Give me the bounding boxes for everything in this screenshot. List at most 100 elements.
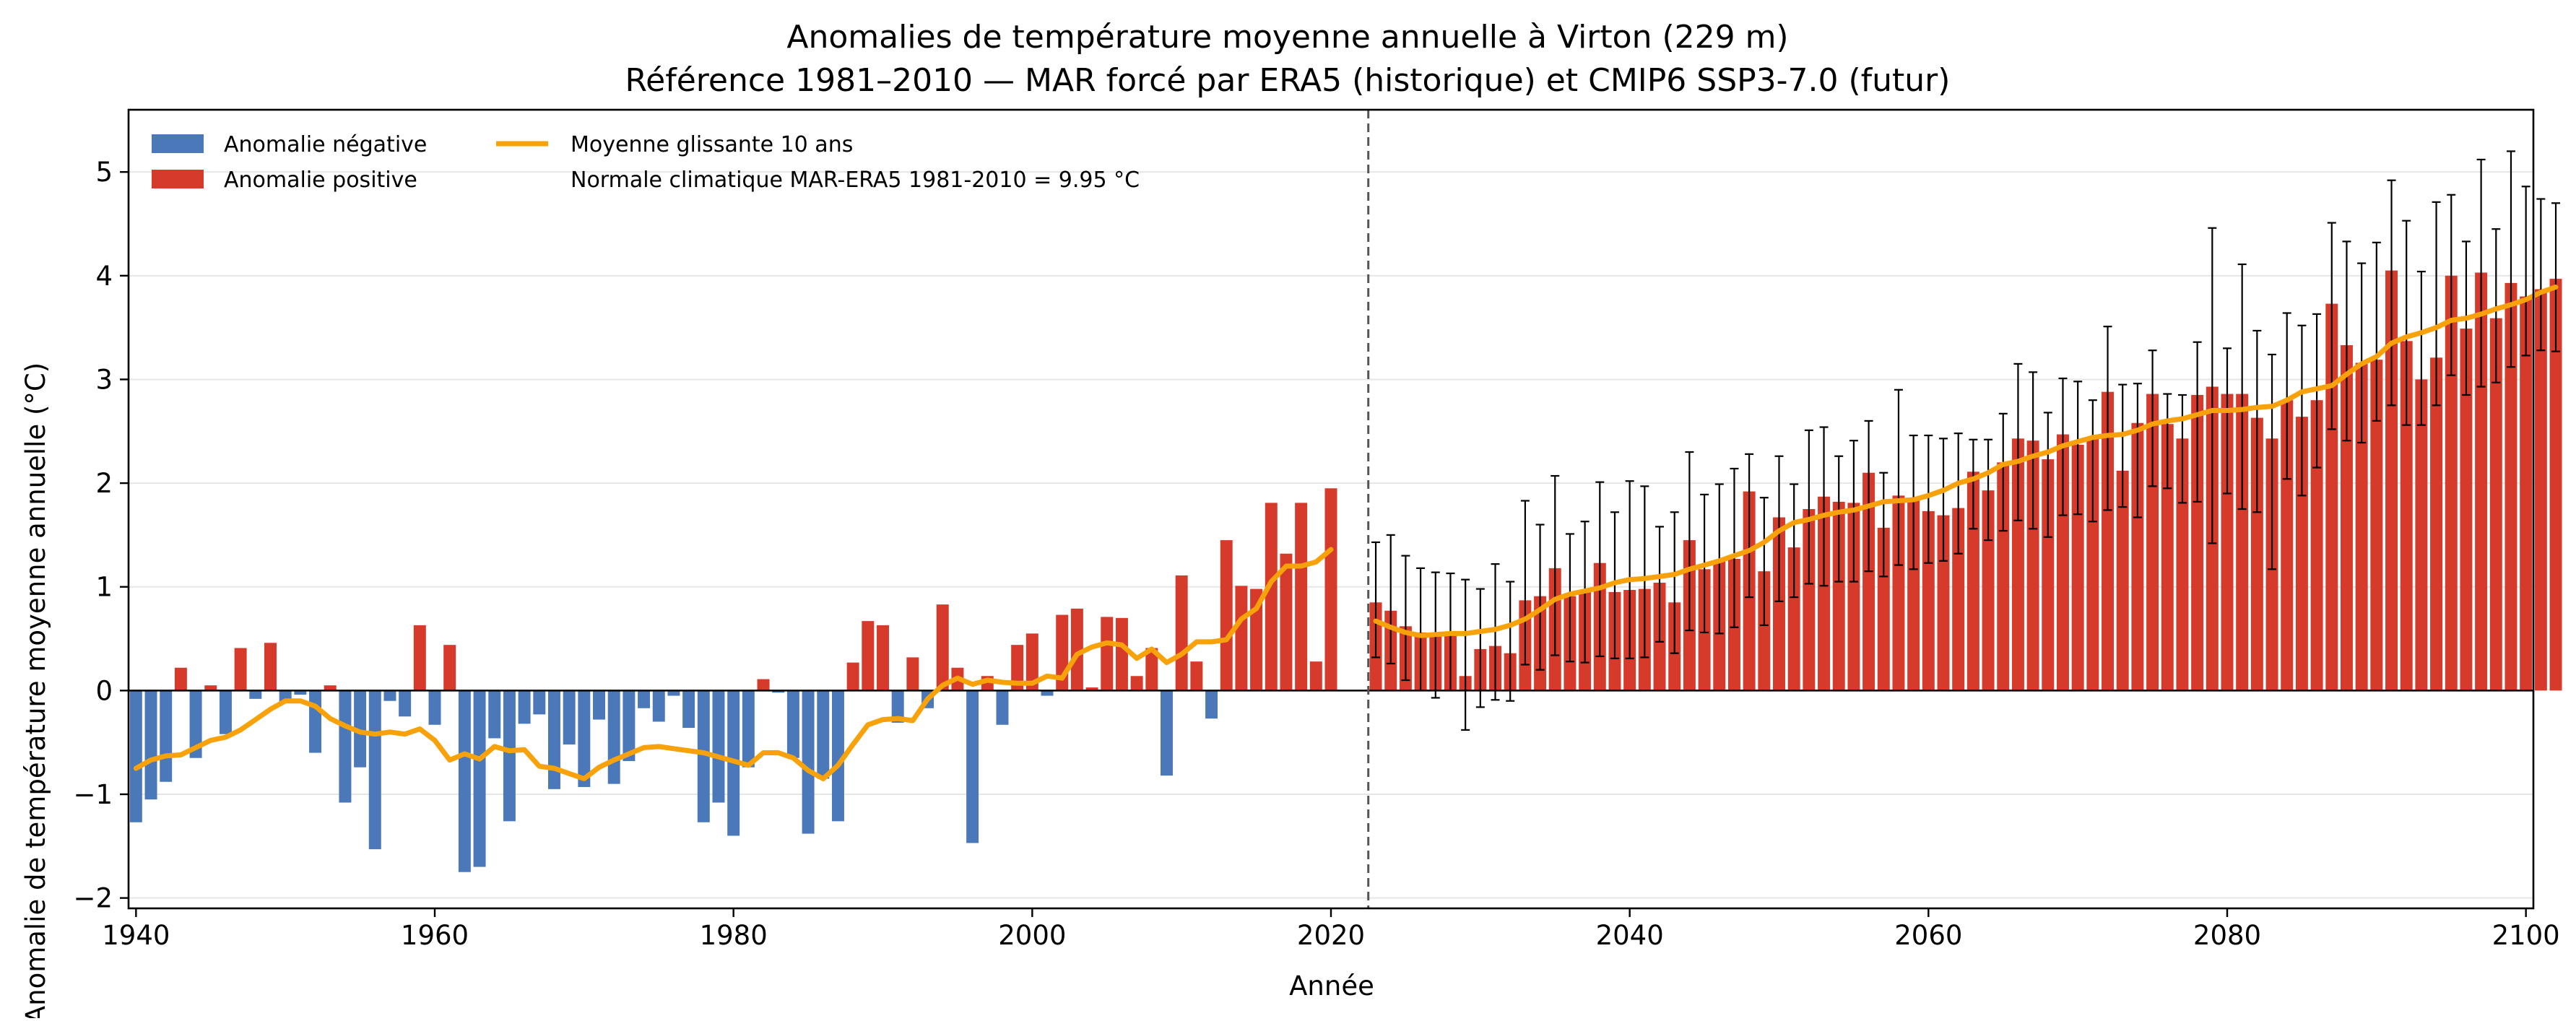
historical-bar-1987 bbox=[831, 690, 844, 822]
projection-bar-2101 bbox=[2534, 289, 2547, 691]
x-axis-label: Année bbox=[1289, 970, 1374, 1002]
errorbar-2059 bbox=[1909, 434, 1918, 570]
errorbar-2032 bbox=[1506, 581, 1515, 702]
errorbar-2036 bbox=[1565, 533, 1574, 663]
y-tick-label: −1 bbox=[73, 779, 113, 810]
historical-bar-1940 bbox=[129, 690, 142, 822]
historical-bar-1982 bbox=[757, 679, 770, 691]
tick-layer: 1940 1960 1980 2000 2020 2040 2060 2080 2100 −2 −1… bbox=[73, 157, 2559, 951]
projection-bar-2051 bbox=[1787, 547, 1800, 691]
legend-label-rolling-mean: Moyenne glissante 10 ans bbox=[571, 132, 853, 157]
projection-bar-2049 bbox=[1758, 571, 1771, 691]
errorbar-2102 bbox=[2551, 202, 2561, 352]
errorbar-2056 bbox=[1864, 420, 1873, 573]
historical-bar-1946 bbox=[219, 690, 232, 734]
errorbar-2071 bbox=[2088, 399, 2097, 523]
errorbar-2072 bbox=[2103, 326, 2112, 511]
errorbar-2084 bbox=[2282, 312, 2291, 480]
errorbar-2098 bbox=[2492, 228, 2501, 383]
historical-bar-2012 bbox=[1205, 690, 1218, 719]
historical-bar-1959 bbox=[413, 625, 426, 691]
errorbar-2057 bbox=[1879, 472, 1888, 578]
projection-bar-2088 bbox=[2340, 345, 2353, 691]
historical-bar-1986 bbox=[817, 690, 830, 779]
projection-bar-2093 bbox=[2415, 379, 2428, 691]
projection-bar-2086 bbox=[2310, 400, 2323, 691]
historical-bar-1992 bbox=[906, 657, 919, 691]
historical-bar-2014 bbox=[1235, 586, 1248, 691]
projection-bar-2096 bbox=[2460, 329, 2473, 691]
errorbar-2083 bbox=[2268, 353, 2277, 570]
errorbar-2024 bbox=[1386, 534, 1395, 665]
errorbar-2094 bbox=[2432, 201, 2441, 407]
historical-bar-2007 bbox=[1130, 676, 1143, 691]
errorbar-2058 bbox=[1894, 388, 1903, 566]
projection-bar-2081 bbox=[2236, 394, 2249, 691]
errorbar-2074 bbox=[2133, 383, 2142, 518]
historical-bar-2010 bbox=[1175, 575, 1188, 691]
errorbar-2061 bbox=[1939, 438, 1948, 562]
projection-bar-2069 bbox=[2056, 434, 2069, 691]
x-tick-label: 1960 bbox=[401, 920, 469, 951]
y-tick-label: 0 bbox=[95, 675, 113, 706]
historical-bar-1969 bbox=[563, 690, 576, 745]
errorbar-2087 bbox=[2327, 222, 2336, 430]
errorbar-2092 bbox=[2402, 220, 2411, 426]
projection-bar-2066 bbox=[2011, 438, 2024, 691]
y-tick-label: −2 bbox=[73, 883, 113, 914]
historical-bar-2004 bbox=[1085, 687, 1098, 691]
historical-bar-1990 bbox=[877, 625, 889, 691]
historical-bar-1955 bbox=[354, 690, 367, 768]
historical-bar-1977 bbox=[682, 690, 695, 729]
y-axis-label: Anomalie de température moyenne annuelle… bbox=[20, 362, 51, 1018]
projection-bar-2094 bbox=[2430, 357, 2443, 691]
historical-bar-1978 bbox=[697, 690, 710, 822]
historical-bar-2003 bbox=[1070, 608, 1083, 691]
projection-bar-2098 bbox=[2489, 318, 2502, 691]
historical-bar-2019 bbox=[1309, 661, 1322, 691]
historical-bar-1984 bbox=[786, 690, 799, 758]
historical-bar-2008 bbox=[1145, 648, 1158, 691]
errorbar-2101 bbox=[2536, 198, 2546, 352]
errorbar-2079 bbox=[2208, 227, 2217, 544]
historical-bar-1953 bbox=[324, 685, 337, 691]
historical-bar-1963 bbox=[473, 690, 486, 867]
historical-bar-1958 bbox=[399, 690, 412, 717]
projection-bar-2056 bbox=[1862, 472, 1875, 691]
projection-bar-2074 bbox=[2131, 422, 2144, 691]
historical-bar-1996 bbox=[966, 690, 979, 843]
x-tick-label: 2020 bbox=[1297, 920, 1365, 951]
historical-bar-1979 bbox=[712, 690, 725, 803]
historical-bar-1974 bbox=[638, 690, 651, 708]
projection-bar-2067 bbox=[2026, 440, 2039, 691]
historical-bar-1999 bbox=[1011, 645, 1024, 691]
errorbar-2070 bbox=[2073, 381, 2083, 516]
errorbar-2085 bbox=[2297, 324, 2307, 497]
historical-bar-1949 bbox=[264, 643, 277, 691]
errorbar-2078 bbox=[2193, 341, 2202, 503]
errorbar-2093 bbox=[2416, 270, 2426, 426]
projection-bar-2063 bbox=[1966, 472, 1979, 691]
errorbar-2073 bbox=[2118, 383, 2128, 508]
historical-bar-1944 bbox=[189, 690, 202, 758]
historical-bar-1975 bbox=[652, 690, 665, 722]
projection-bar-2087 bbox=[2325, 303, 2338, 691]
projection-bar-2084 bbox=[2281, 400, 2294, 691]
errorbar-2065 bbox=[1998, 412, 2008, 532]
historical-bar-1943 bbox=[174, 667, 187, 691]
errorbar-2067 bbox=[2029, 371, 2038, 530]
historical-bar-1985 bbox=[802, 690, 815, 834]
historical-bar-1957 bbox=[383, 690, 396, 701]
y-tick-label: 1 bbox=[95, 572, 113, 603]
errorbar-2041 bbox=[1640, 485, 1649, 659]
projection-bar-2085 bbox=[2295, 417, 2308, 691]
historical-bar-1988 bbox=[846, 662, 859, 691]
errorbar-2091 bbox=[2387, 179, 2396, 407]
projection-bar-2078 bbox=[2191, 395, 2204, 691]
errorbar-2052 bbox=[1804, 429, 1813, 585]
legend: Anomalie négative Anomalie positive Moye… bbox=[152, 132, 1140, 193]
errorbar-2023 bbox=[1371, 541, 1381, 659]
x-tick-label: 2100 bbox=[2492, 920, 2560, 951]
